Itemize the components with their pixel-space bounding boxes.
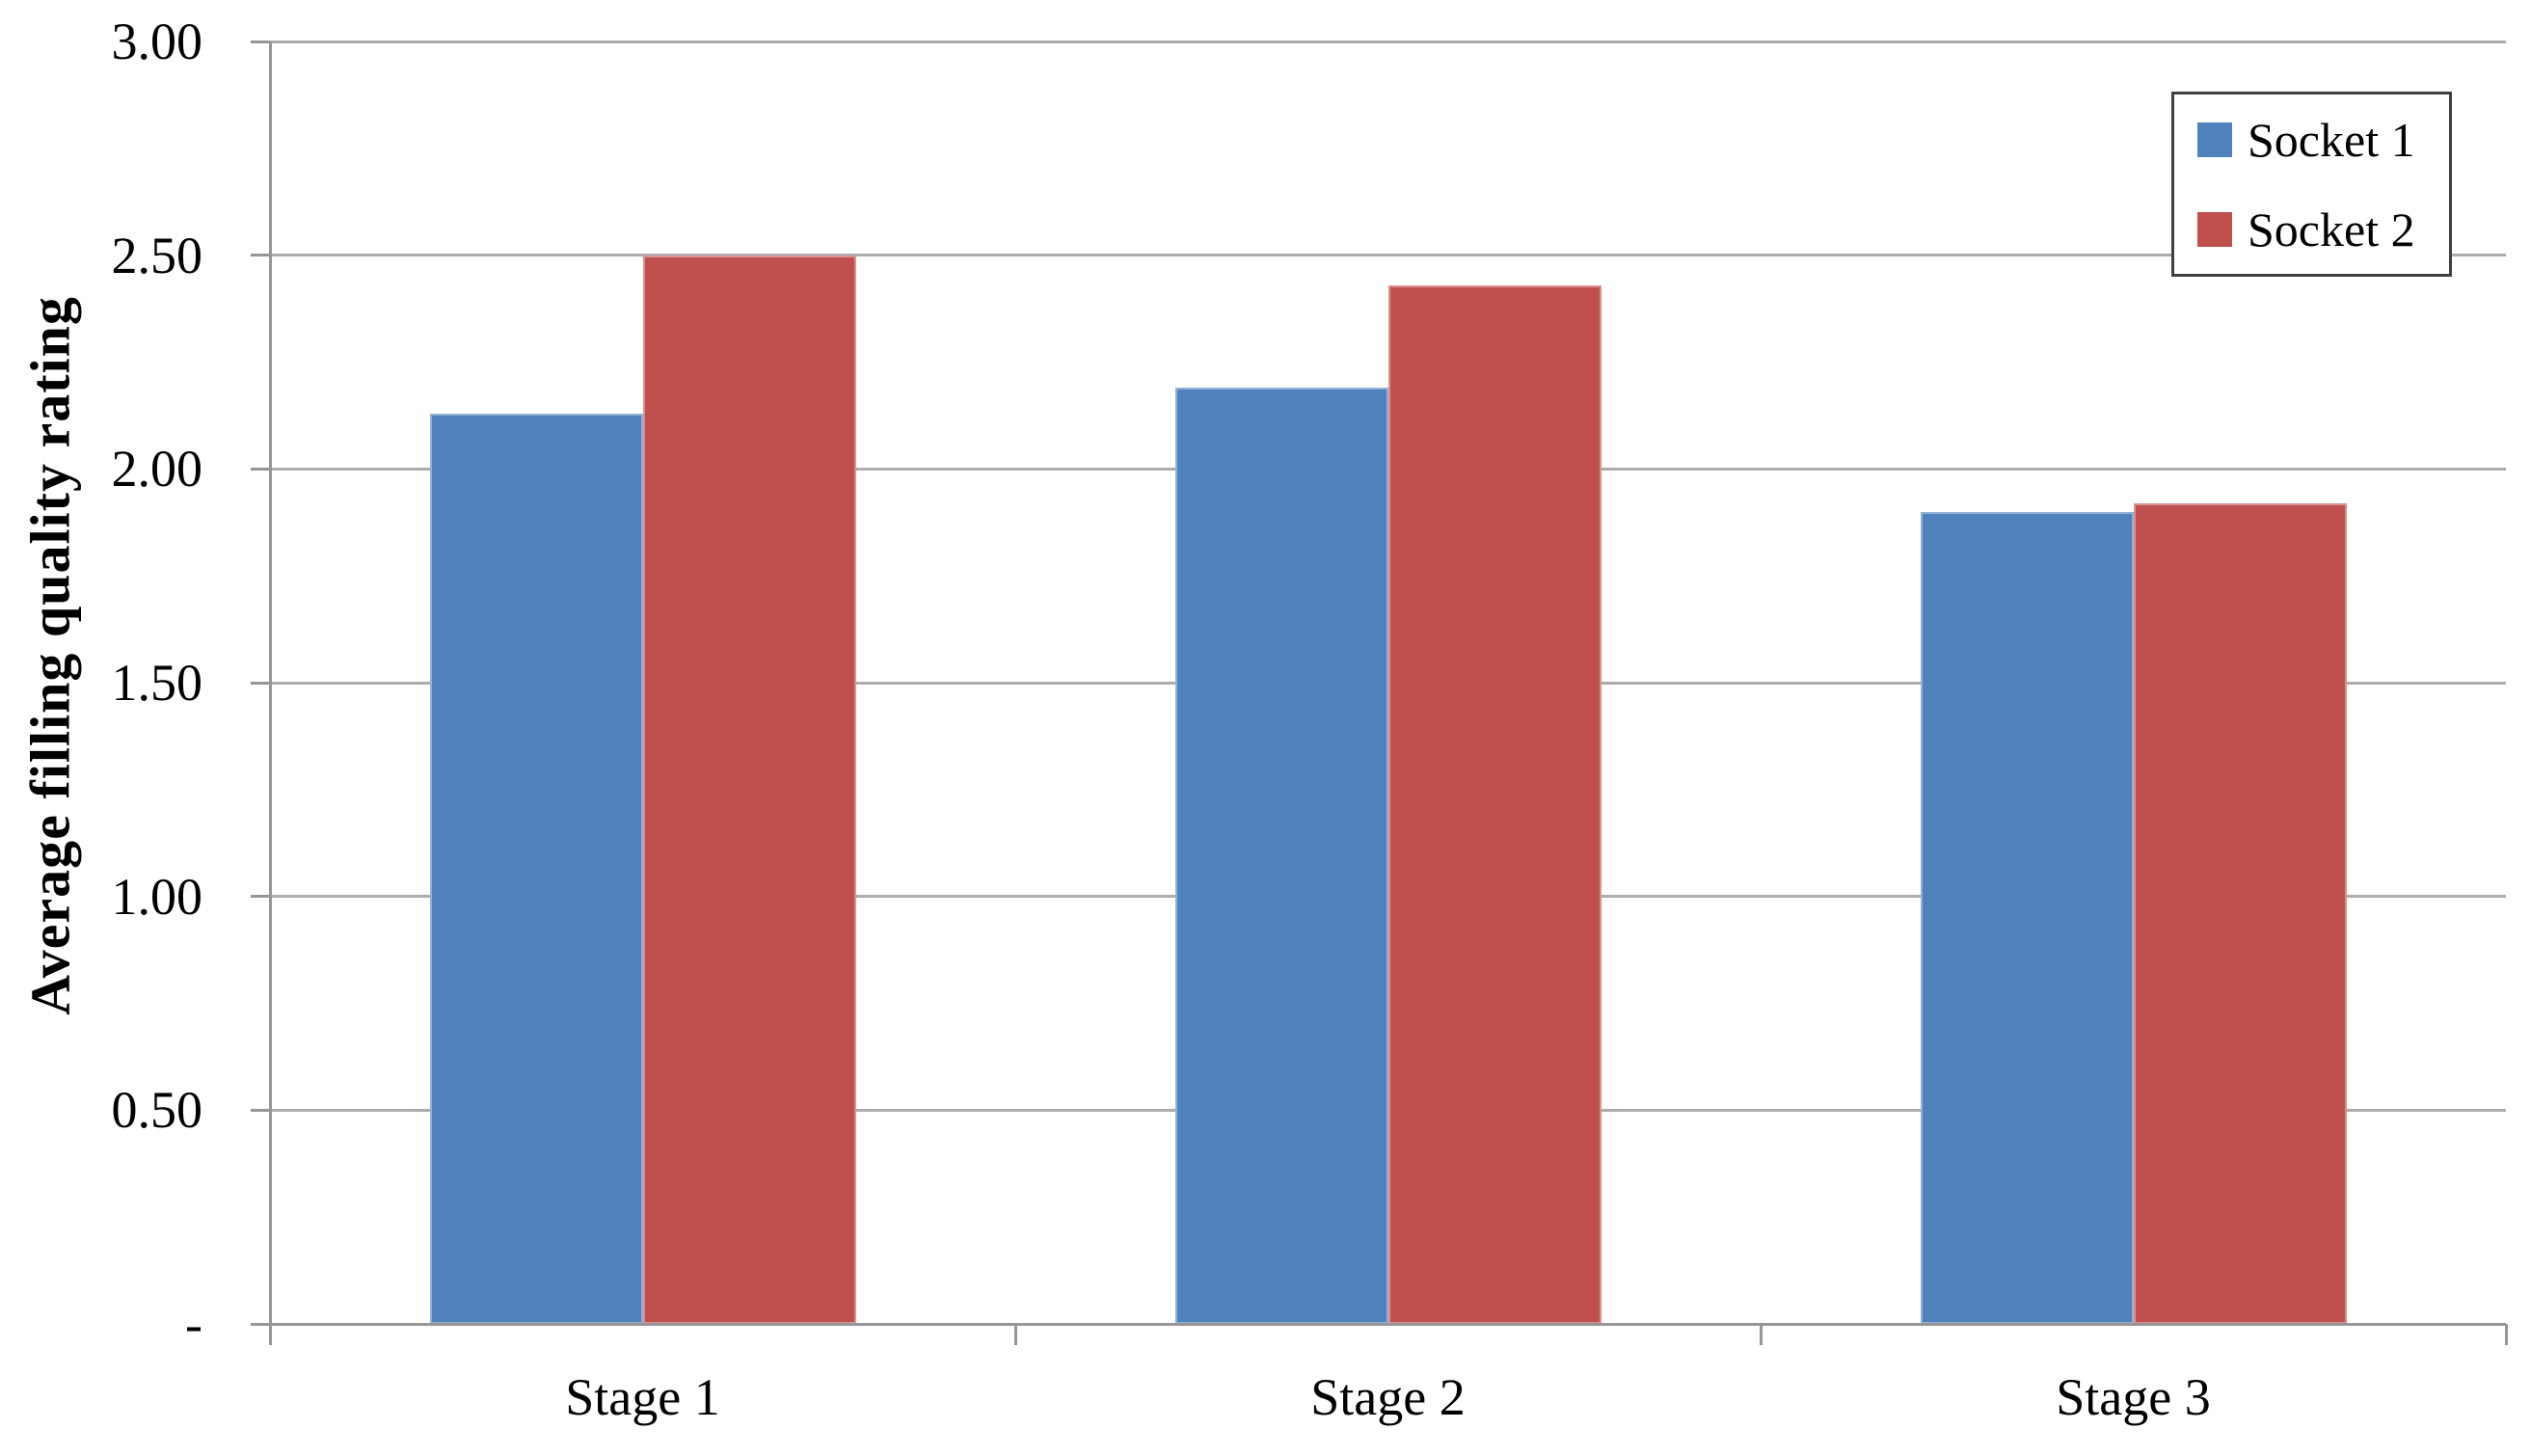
legend-item-socket-2: Socket 2 xyxy=(2174,184,2449,274)
legend-label-socket-1: Socket 1 xyxy=(2248,112,2415,167)
y-axis-tick xyxy=(251,895,270,899)
bar-socket-1-stage-3 xyxy=(1920,511,2134,1324)
x-category-label: Stage 2 xyxy=(1310,1368,1466,1426)
y-tick-label: 0.50 xyxy=(111,1081,203,1140)
bar-socket-2-stage-1 xyxy=(642,255,856,1324)
legend: Socket 1 Socket 2 xyxy=(2171,92,2452,277)
y-axis-tick xyxy=(251,254,270,257)
y-tick-label: 2.50 xyxy=(111,226,203,284)
y-tick-label: 2.00 xyxy=(111,440,203,499)
legend-label-socket-2: Socket 2 xyxy=(2248,202,2415,256)
x-axis-tick xyxy=(1759,1324,1763,1345)
legend-item-socket-1: Socket 1 xyxy=(2174,94,2449,184)
gridline xyxy=(270,254,2506,257)
y-axis-tick xyxy=(251,1322,270,1326)
x-axis-line xyxy=(270,1322,2506,1326)
y-axis-tick xyxy=(251,467,270,471)
y-tick-label: 3.00 xyxy=(111,13,203,70)
y-axis-line xyxy=(268,41,272,1345)
y-tick-label: 1.50 xyxy=(111,654,203,712)
bar-socket-2-stage-3 xyxy=(2133,502,2347,1324)
x-category-label: Stage 3 xyxy=(2056,1368,2211,1426)
y-axis-tick xyxy=(251,40,270,43)
x-category-label: Stage 1 xyxy=(565,1368,720,1426)
y-tick-label: - xyxy=(185,1295,202,1353)
x-axis-tick xyxy=(2504,1324,2508,1345)
y-axis-tick xyxy=(251,681,270,685)
y-axis-tick xyxy=(251,1108,270,1112)
legend-swatch-socket-2-icon xyxy=(2197,211,2232,247)
y-tick-label: 1.00 xyxy=(111,867,203,926)
bar-socket-2-stage-2 xyxy=(1387,284,1602,1324)
x-axis-tick xyxy=(1013,1324,1017,1345)
x-axis-tick xyxy=(268,1324,272,1345)
legend-swatch-socket-1-icon xyxy=(2197,121,2232,157)
bar-socket-1-stage-2 xyxy=(1174,388,1388,1324)
bar-socket-1-stage-1 xyxy=(429,413,643,1324)
gridline xyxy=(270,40,2506,43)
